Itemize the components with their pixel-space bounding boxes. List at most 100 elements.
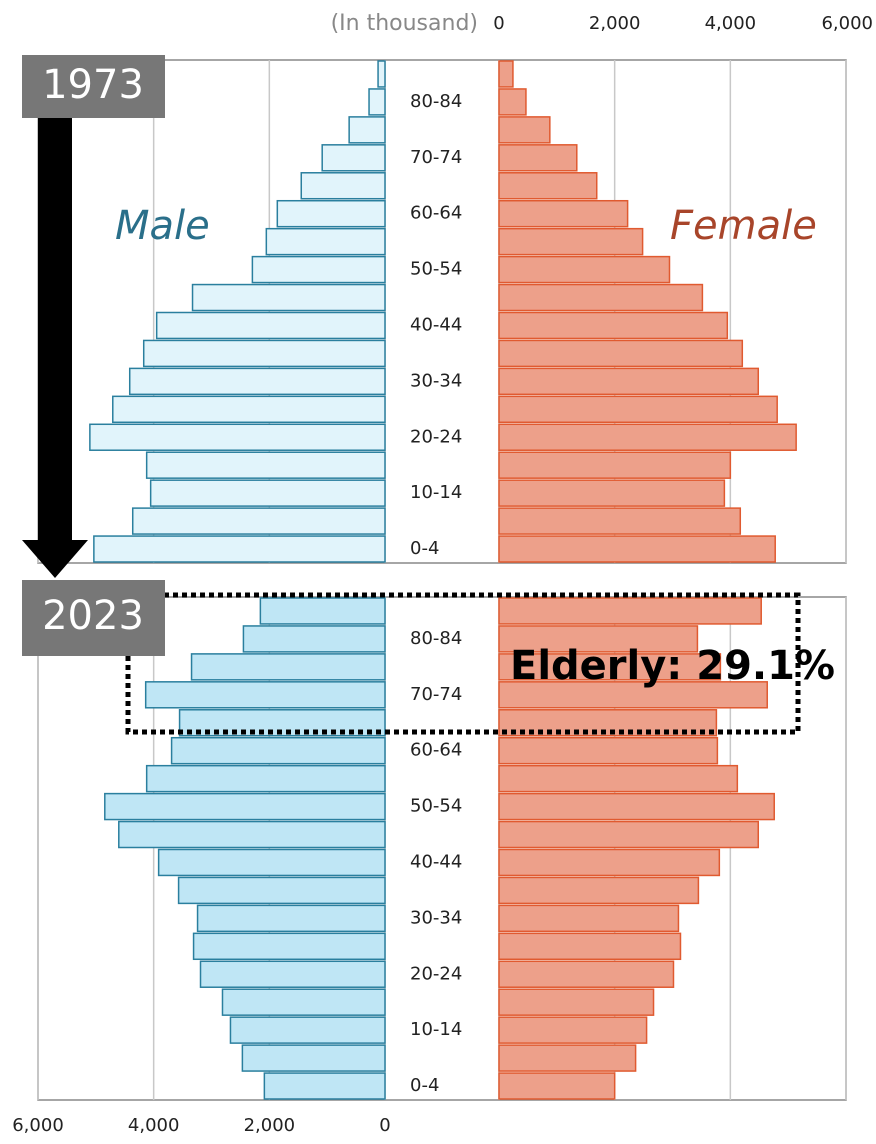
age-label: 40-44 (410, 851, 462, 872)
background (37, 59, 847, 1101)
age-label: 10-14 (410, 482, 462, 503)
male-bar (128, 367, 386, 396)
male-bar (145, 764, 386, 793)
x-tick-label: 0 (493, 13, 504, 34)
male-bar (192, 932, 386, 961)
female-bar (498, 479, 726, 507)
age-label: 20-24 (410, 963, 462, 984)
female-bar (498, 876, 700, 905)
marks: 0-4 10-14 20-24 30-34 40-44 50-54 60-64 70-74 80… (89, 60, 797, 1100)
female-bar (498, 116, 551, 144)
male-bar (191, 283, 386, 312)
female-bar (498, 507, 742, 535)
age-label: 80-84 (410, 91, 462, 112)
female-bar (498, 311, 729, 340)
age-label: 80-84 (410, 628, 462, 649)
age-label: 60-64 (410, 203, 462, 224)
female-bar (498, 764, 739, 793)
male-bar (170, 736, 386, 765)
age-label: 0-4 (410, 538, 439, 559)
male-bar (251, 255, 386, 284)
axis-title: (In thousand) (331, 11, 478, 36)
age-label: 30-34 (410, 370, 462, 391)
age-label: 60-64 (410, 740, 462, 761)
age-label: 40-44 (410, 314, 462, 335)
female-bar (498, 681, 768, 709)
female-bar (498, 199, 629, 228)
male-bar (93, 535, 386, 563)
year-badge (22, 580, 165, 656)
female-bar (498, 848, 721, 877)
male-bar (155, 311, 386, 340)
age-label: 70-74 (410, 147, 462, 168)
female-bar (498, 339, 744, 368)
male-bar (145, 451, 386, 479)
year-label: 1973 (42, 62, 144, 108)
female-bar (498, 1072, 616, 1100)
male-bar (196, 904, 386, 933)
female-bar (498, 451, 732, 479)
x-tick-label: 4,000 (128, 1115, 180, 1136)
age-label: 50-54 (410, 796, 462, 817)
female-bar (498, 736, 719, 765)
age-label: 70-74 (410, 684, 462, 705)
female-bar (498, 283, 704, 312)
female-bar (498, 423, 797, 451)
female-bar (498, 1044, 637, 1072)
female-bar (498, 395, 778, 424)
label-band (386, 598, 498, 1099)
male-bar (221, 988, 386, 1016)
male-bar (300, 172, 386, 200)
male-bar (131, 507, 386, 535)
female-bar (498, 1016, 648, 1044)
female-bar (498, 144, 578, 172)
label-band (386, 61, 498, 562)
x-tick-label: 4,000 (705, 13, 757, 34)
male-bar (104, 792, 386, 821)
male-bar (112, 395, 386, 424)
male-bar (321, 144, 386, 172)
arrow-head (22, 540, 88, 578)
male-bar (259, 597, 386, 625)
x-tick-label: 2,000 (589, 13, 641, 34)
female-label: Female (670, 203, 817, 249)
male-bar (89, 423, 386, 451)
female-bar (498, 932, 682, 961)
male-bar (242, 625, 386, 653)
age-label: 30-34 (410, 907, 462, 928)
annotation: Elderly: 29.1% (510, 643, 835, 689)
age-label: 0-4 (410, 1075, 439, 1096)
male-bar (190, 653, 386, 681)
male-bar (177, 876, 386, 905)
female-bar (498, 367, 760, 396)
male-bar (368, 88, 386, 116)
male-bar (348, 116, 386, 144)
age-label: 50-54 (410, 259, 462, 280)
female-bar (498, 625, 699, 653)
female-bar (498, 227, 644, 256)
male-bar (142, 339, 386, 368)
male-bar (263, 1072, 386, 1100)
x-tick-label: 2,000 (244, 1115, 296, 1136)
x-tick-label: 6,000 (821, 13, 873, 34)
male-bar (157, 848, 386, 877)
male-bar (118, 820, 386, 849)
year-badge (22, 55, 165, 118)
female-bar (498, 255, 671, 284)
elderly-box (125, 592, 801, 735)
male-bar (144, 681, 386, 709)
female-bar (498, 60, 514, 88)
male-bar (265, 227, 386, 256)
male-bar (377, 60, 386, 88)
female-bar (498, 792, 775, 821)
year-label: 2023 (42, 593, 144, 639)
x-tick-label: 6,000 (12, 1115, 64, 1136)
female-bar (498, 820, 760, 849)
female-bar (498, 535, 776, 563)
male-bar (229, 1016, 386, 1044)
x-tick-label: 0 (379, 1115, 390, 1136)
female-bar (498, 960, 675, 988)
male-bar (149, 479, 386, 507)
female-bar (498, 904, 680, 933)
